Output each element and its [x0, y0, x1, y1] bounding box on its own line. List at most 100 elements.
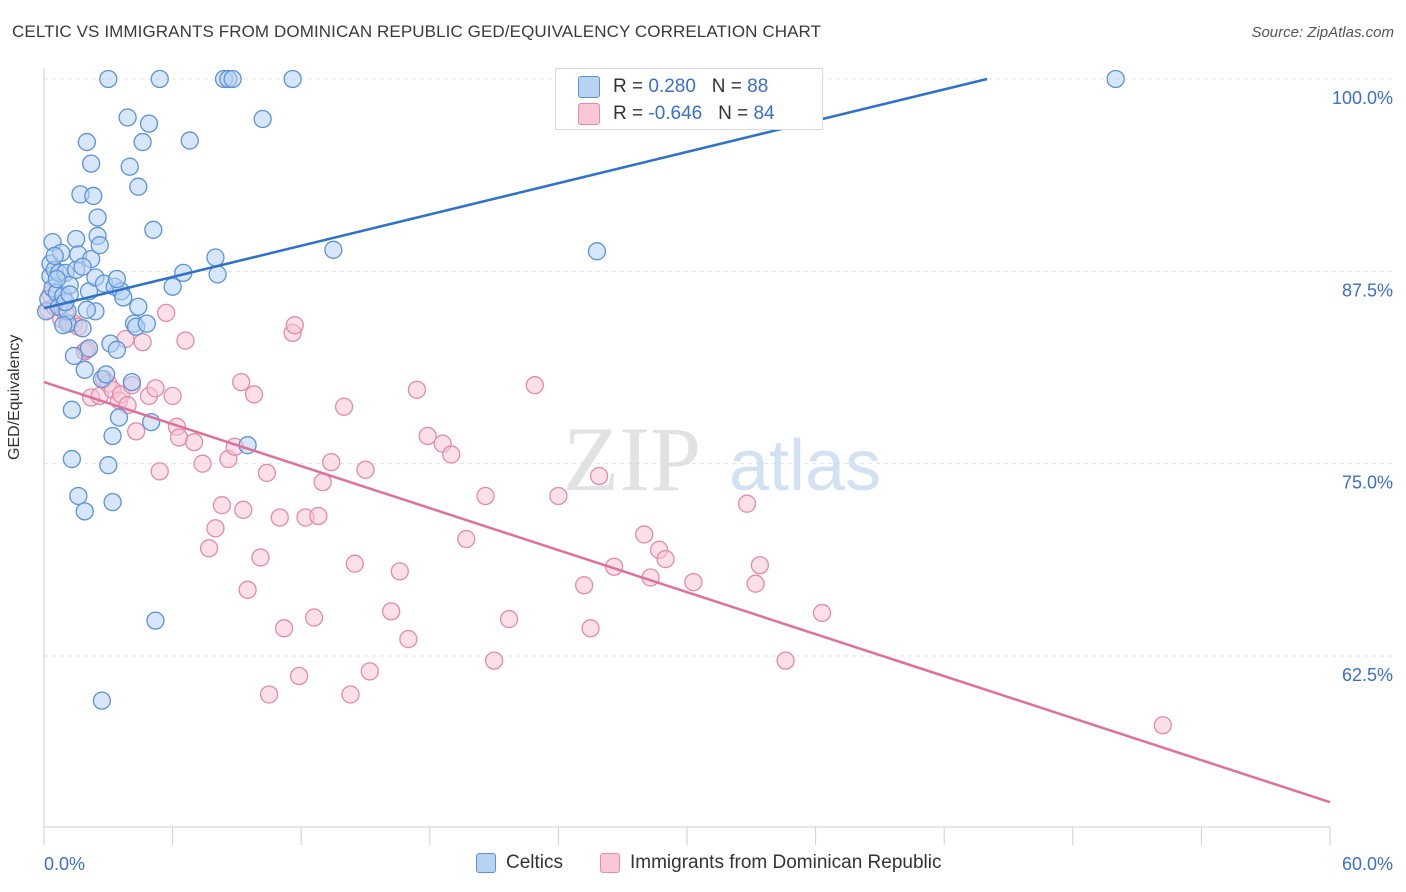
dominican-point — [193, 454, 212, 473]
celtic-point — [45, 246, 64, 266]
dominican-point — [150, 462, 169, 481]
dominican-point — [581, 619, 600, 638]
dominican-n-value: 84 — [753, 103, 775, 124]
celtic-point — [133, 132, 152, 152]
celtic-point — [103, 492, 122, 512]
celtic-point — [62, 400, 82, 419]
dominican-point — [212, 496, 232, 515]
legend-dominican-label: Immigrants from Dominican Republic — [630, 852, 942, 873]
dominican-point — [750, 556, 770, 575]
dominican-point — [525, 376, 544, 395]
dominican-point — [341, 685, 360, 704]
dominican-point — [442, 445, 461, 464]
legend: Celtics Immigrants from Dominican Republ… — [0, 852, 1406, 878]
dominican-point — [304, 608, 324, 627]
x-tick-label: 0.0% — [44, 854, 85, 874]
celtic-point — [122, 372, 142, 392]
dominican-point — [390, 562, 409, 581]
celtic-trend-line — [43, 77, 988, 310]
celtic-point — [84, 186, 103, 206]
celtic-point — [137, 314, 157, 333]
celtic-point — [54, 316, 73, 335]
dominican-point — [1153, 716, 1172, 735]
dominican-point — [322, 452, 341, 472]
dominican-point — [234, 500, 253, 519]
dominican-point — [146, 379, 165, 398]
celtic-point — [99, 69, 118, 89]
trend-lines — [43, 77, 1331, 804]
x-tick-labels: 0.0% 60.0% — [44, 854, 1393, 874]
celtic-point — [103, 426, 122, 446]
celtic-point — [129, 297, 148, 316]
dominican-point — [399, 629, 418, 649]
dominican-point — [589, 466, 609, 486]
grid-lines — [44, 78, 1395, 657]
celtic-r-value: 0.280 — [648, 76, 696, 97]
celtic-point — [118, 108, 137, 127]
dominican-point — [746, 574, 765, 593]
dominican-point — [206, 519, 225, 538]
celtic-point — [139, 114, 159, 133]
dominican-point — [418, 426, 437, 446]
celtic-point — [73, 319, 92, 338]
celtic-point — [1106, 69, 1125, 89]
celtic-point — [77, 132, 97, 152]
dominican-point — [169, 428, 189, 447]
dominican-r-value: -0.646 — [648, 103, 703, 124]
dominican-point — [127, 422, 146, 441]
dominican-point — [360, 662, 379, 681]
celtic-point — [75, 360, 94, 379]
celtic-point — [120, 157, 139, 176]
celtic-point — [77, 300, 97, 319]
chart-title: CELTIC VS IMMIGRANTS FROM DOMINICAN REPU… — [12, 22, 822, 41]
celtic-point — [324, 240, 343, 259]
stats-box: R = 0.280 N = 88 R = -0.646 N = 84 — [555, 68, 823, 130]
legend-celtics-swatch — [476, 853, 496, 873]
dominican-point — [157, 303, 176, 323]
legend-item-dominican[interactable]: Immigrants from Dominican Republic — [600, 852, 942, 874]
dominican-point — [289, 666, 309, 686]
y-tick-label: 100.0% — [1332, 88, 1393, 108]
celtic-swatch — [578, 76, 600, 98]
dominican-n-label: N = — [718, 103, 754, 124]
celtic-point — [82, 154, 101, 173]
watermark-atlas: atlas — [729, 426, 881, 506]
dominican-point — [684, 572, 703, 592]
dominican-point — [656, 549, 675, 569]
dominican-point — [382, 602, 401, 621]
dominican-point — [259, 685, 279, 704]
dominican-point — [244, 385, 264, 404]
dominican-point — [457, 529, 476, 549]
celtic-point — [283, 69, 302, 89]
legend-item-celtics[interactable]: Celtics — [476, 852, 563, 874]
axes — [43, 68, 1331, 845]
dominican-point — [163, 386, 182, 406]
celtic-point — [79, 339, 99, 358]
stats-row-celtic: R = 0.280 N = 88 — [556, 73, 822, 101]
celtic-point — [253, 109, 272, 129]
dominican-point — [257, 463, 277, 483]
dominican-point — [574, 576, 594, 595]
y-tick-labels: 62.5% 75.0% 87.5% 100.0% — [1332, 88, 1393, 685]
legend-dominican-swatch — [600, 853, 620, 873]
dominican-swatch — [578, 103, 600, 125]
y-tick-label: 62.5% — [1342, 665, 1393, 685]
celtic-point — [163, 277, 182, 296]
celtic-points — [36, 69, 1125, 710]
dominican-point — [184, 432, 204, 452]
dominican-trend-line — [43, 380, 1331, 804]
legend-celtics-label: Celtics — [506, 852, 564, 873]
celtic-point — [47, 269, 67, 289]
dominican-point — [812, 603, 832, 623]
watermark-zip: ZIP — [563, 408, 701, 510]
celtic-point — [69, 486, 88, 506]
x-tick-label: 60.0% — [1342, 854, 1393, 874]
source-label: Source: ZipAtlas.com — [1251, 24, 1394, 41]
celtic-point — [180, 131, 199, 150]
y-axis-label: GED/Equivalency — [6, 334, 23, 460]
watermark: ZIP atlas — [563, 408, 881, 510]
celtic-point — [587, 242, 607, 261]
celtic-point — [146, 611, 165, 630]
dominican-point — [176, 331, 195, 350]
